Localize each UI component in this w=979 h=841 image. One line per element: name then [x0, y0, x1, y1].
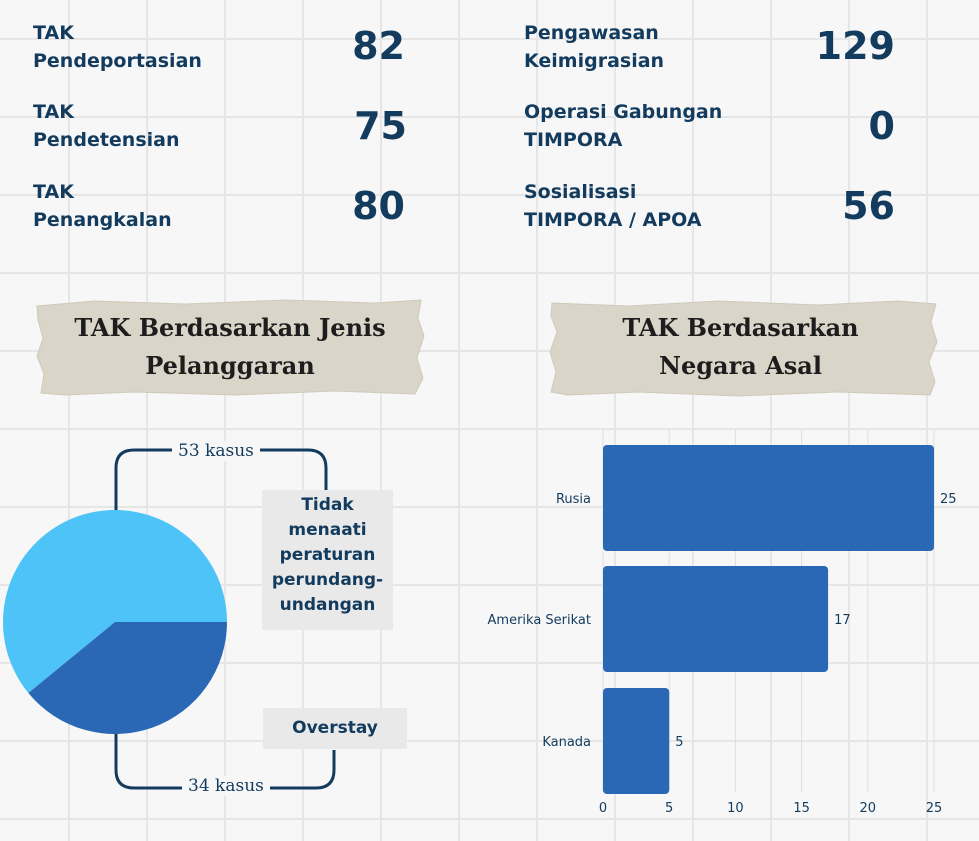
tape-right-paper	[549, 300, 938, 397]
value-label: 17	[834, 613, 851, 628]
x-tick-label: 15	[793, 801, 810, 816]
category-label: Kanada	[542, 735, 591, 750]
stat-label-line: Pendetensian	[33, 129, 180, 151]
stat-pengawasan-label: Pengawasan Keimigrasian	[524, 19, 664, 75]
stat-pendetensian-label: TAK Pendetensian	[33, 98, 180, 154]
pie-label-line: perundang-	[271, 570, 384, 590]
bar-chart: 0 5 10 15 20 25 Rusia 25 Amerika Serikat 17 Kanada…	[488, 430, 957, 816]
stat-operasi-gabungan-value: 0	[868, 104, 895, 148]
stat-pengawasan-value: 129	[815, 24, 895, 68]
tape-right-shape	[549, 300, 938, 397]
pie-label-line: undangan	[279, 595, 376, 615]
bar	[603, 566, 829, 672]
stat-pendeportasian-label: TAK Pendeportasian	[33, 19, 202, 75]
title-line: TAK Berdasarkan	[622, 313, 859, 342]
x-tick-label: 25	[926, 801, 943, 816]
stat-label-line: Pengawasan	[524, 22, 659, 44]
category-label: Amerika Serikat	[488, 613, 591, 628]
stat-label-line: Penangkalan	[33, 209, 172, 231]
stat-sosialisasi-value: 56	[842, 184, 895, 228]
tape-left-title: TAK Berdasarkan Jenis Pelanggaran	[40, 309, 420, 385]
x-tick-label: 10	[727, 801, 744, 816]
value-label: 5	[675, 735, 683, 750]
stat-label-line: TIMPORA	[524, 129, 623, 151]
pie-label-tidak-menaati: Tidak menaati peraturan perundang- undan…	[262, 490, 393, 630]
stat-sosialisasi-label: Sosialisasi TIMPORA / APOA	[524, 178, 702, 234]
pie-label-overstay: Overstay	[263, 708, 407, 749]
stat-operasi-gabungan-label: Operasi Gabungan TIMPORA	[524, 98, 722, 154]
stat-penangkalan-value: 80	[352, 184, 405, 228]
x-tick-label: 0	[599, 801, 607, 816]
stat-label-line: TAK	[33, 22, 74, 44]
stat-label-line: Pendeportasian	[33, 50, 202, 72]
tape-right-title: TAK Berdasarkan Negara Asal	[548, 309, 933, 385]
stat-label-line: TIMPORA / APOA	[524, 209, 702, 231]
category-label: Rusia	[556, 492, 591, 507]
tape-left-shape	[36, 299, 425, 396]
stat-label-line: Operasi Gabungan	[524, 101, 723, 123]
title-line: Negara Asal	[659, 351, 822, 380]
tape-left-paper	[36, 299, 425, 396]
bar	[603, 445, 934, 551]
count-bottom-label: 34 kasus	[182, 776, 270, 796]
title-line: Pelanggaran	[145, 351, 315, 380]
stat-penangkalan-label: TAK Penangkalan	[33, 178, 172, 234]
stat-label-line: Sosialisasi	[524, 181, 637, 203]
x-tick-label: 20	[860, 801, 877, 816]
pie-slice-overstay	[28, 622, 227, 734]
stat-label-line: Keimigrasian	[524, 50, 665, 72]
stat-pendeportasian-value: 82	[352, 24, 405, 68]
stat-pendetensian-value: 75	[354, 104, 407, 148]
pie-chart	[3, 510, 228, 734]
value-label: 25	[940, 492, 957, 507]
pie-label-line: peraturan	[279, 545, 376, 565]
x-tick-label: 5	[665, 801, 673, 816]
bar	[603, 688, 670, 794]
pie-slice-tidak-menaati	[3, 510, 228, 693]
title-line: TAK Berdasarkan Jenis	[74, 313, 386, 342]
stat-label-line: TAK	[33, 101, 74, 123]
pie-label-line: Tidak menaati	[288, 495, 367, 540]
count-top-label: 53 kasus	[172, 441, 260, 461]
stat-label-line: TAK	[33, 181, 74, 203]
